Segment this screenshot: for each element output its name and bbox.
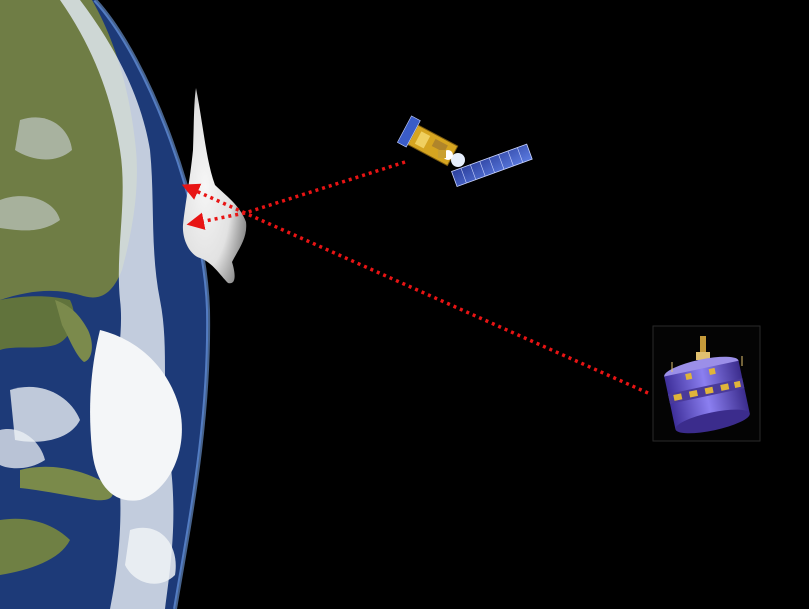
signal-paths (181, 160, 649, 395)
solar-panel-satellite-icon (397, 115, 533, 188)
lower-arrow (186, 211, 246, 230)
spinning-drum-satellite-icon (652, 325, 761, 442)
volcanic-ash-plume (182, 88, 247, 284)
atmosphere-limb (93, 0, 211, 609)
